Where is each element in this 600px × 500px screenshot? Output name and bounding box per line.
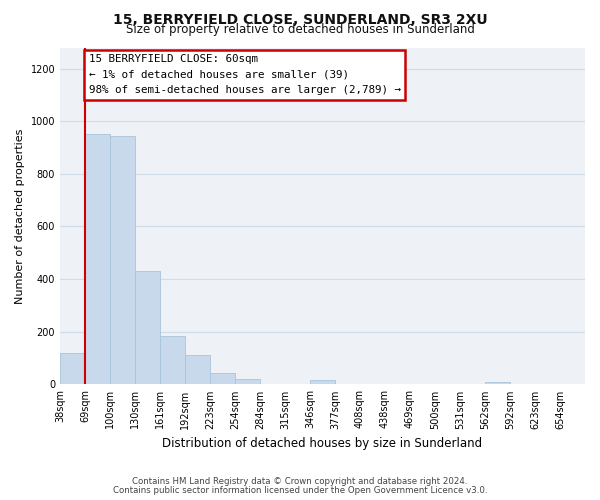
Text: 15, BERRYFIELD CLOSE, SUNDERLAND, SR3 2XU: 15, BERRYFIELD CLOSE, SUNDERLAND, SR3 2X… bbox=[113, 12, 487, 26]
Text: Contains HM Land Registry data © Crown copyright and database right 2024.: Contains HM Land Registry data © Crown c… bbox=[132, 477, 468, 486]
Bar bbox=[60, 353, 85, 384]
Y-axis label: Number of detached properties: Number of detached properties bbox=[15, 128, 25, 304]
X-axis label: Distribution of detached houses by size in Sunderland: Distribution of detached houses by size … bbox=[163, 437, 482, 450]
Text: 15 BERRYFIELD CLOSE: 60sqm
← 1% of detached houses are smaller (39)
98% of semi-: 15 BERRYFIELD CLOSE: 60sqm ← 1% of detac… bbox=[89, 54, 401, 96]
Bar bbox=[235, 379, 260, 384]
Bar bbox=[160, 336, 185, 384]
Bar bbox=[210, 372, 235, 384]
Bar bbox=[185, 356, 210, 384]
Bar bbox=[110, 136, 135, 384]
Text: Contains public sector information licensed under the Open Government Licence v3: Contains public sector information licen… bbox=[113, 486, 487, 495]
Bar bbox=[310, 380, 335, 384]
Bar bbox=[85, 134, 110, 384]
Bar bbox=[485, 382, 510, 384]
Text: Size of property relative to detached houses in Sunderland: Size of property relative to detached ho… bbox=[125, 22, 475, 36]
Bar bbox=[135, 271, 160, 384]
